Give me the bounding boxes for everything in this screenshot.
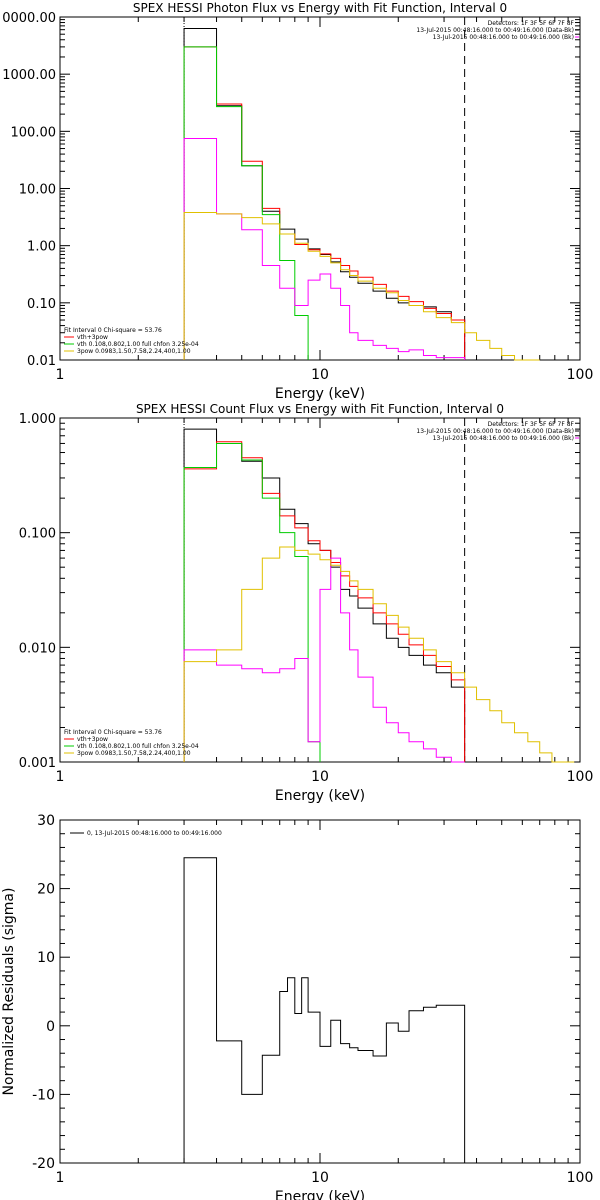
series-3 [183, 442, 321, 762]
x-tick-label: 10 [311, 769, 329, 785]
y-tick-label: 100.00 [11, 125, 57, 140]
x-tick-label: 1 [56, 1170, 65, 1186]
legend-bottom-left-text: vth+3pow [77, 736, 108, 743]
series-2 [183, 46, 466, 360]
legend-top-right-text: 13-Jul-2015 00:48:16.000 to 00:49:16.000… [433, 34, 574, 41]
series-5 [183, 212, 540, 361]
y-tick-label: 0.01 [27, 354, 56, 369]
x-axis-label: Energy (keV) [275, 788, 365, 804]
legend-top-right-text: 13-Jul-2015 00:48:16.000 to 00:49:16.000… [416, 27, 574, 34]
series-1 [183, 857, 466, 1163]
y-tick-label: 0.001 [19, 756, 56, 771]
x-tick-label: 10 [311, 367, 329, 383]
y-tick-label: 0.010 [19, 641, 56, 656]
legend-bottom-left-text: vth 0.108,0.802,1.00 full chfon 3.25e-04 [77, 341, 199, 348]
legend-bottom-left-text: Fit Interval 0 Chi-square = 53.76 [64, 729, 162, 736]
legend-bottom-left-text: 3pow 0.0983,1.50,7.58,2.24,400,1.00 [77, 750, 191, 757]
y-tick-label: 1000.00 [2, 68, 56, 83]
legend-top-right-text: Detectors: 1F 3F 5F 6F 7F 8F [488, 421, 575, 428]
x-axis-label: Energy (keV) [275, 1189, 365, 1200]
y-tick-label: 20 [37, 882, 55, 898]
y-tick-label: 0000.00 [2, 11, 56, 26]
series-1 [183, 428, 466, 762]
y-tick-label: 1.00 [27, 240, 56, 255]
series-3 [183, 46, 309, 360]
x-axis-label: Energy (keV) [275, 386, 365, 402]
y-tick-label: 30 [37, 813, 55, 829]
chart-title: SPEX HESSI Count Flux vs Energy with Fit… [136, 402, 504, 416]
series-2 [183, 441, 466, 762]
legend-top-right-text: 13-Jul-2015 00:48:16.000 to 00:49:16.000… [416, 428, 574, 435]
series-4 [183, 557, 465, 763]
plot-frame [59, 819, 581, 1164]
legend-bottom-left-text: vth+3pow [77, 334, 108, 341]
x-tick-label: 100 [567, 367, 594, 383]
x-tick-label: 100 [567, 769, 594, 785]
y-tick-label: -20 [32, 1156, 55, 1172]
plot-frame [59, 16, 581, 361]
legend-bottom-left-text: 3pow 0.0983,1.50,7.58,2.24,400,1.00 [77, 348, 191, 355]
x-tick-label: 1 [56, 367, 65, 383]
y-tick-label: 10 [37, 950, 55, 966]
x-tick-label: 10 [311, 1170, 329, 1186]
legend-bottom-left-text: vth 0.108,0.802,1.00 full chfon 3.25e-04 [77, 743, 199, 750]
x-tick-label: 1 [56, 769, 65, 785]
y-tick-label: 0 [46, 1019, 55, 1035]
legend-text: 0, 13-Jul-2015 00:48:16.000 to 00:49:16.… [87, 830, 222, 837]
y-tick-label: 1.000 [19, 412, 56, 427]
legend-top-right-text: 13-Jul-2015 00:48:16.000 to 00:49:16.000… [433, 435, 574, 442]
legend-top-right-text: Detectors: 1F 3F 5F 6F 7F 8F [488, 20, 575, 27]
y-tick-label: -10 [32, 1087, 55, 1103]
y-tick-label: 10.00 [19, 183, 56, 198]
x-tick-label: 100 [567, 1170, 594, 1186]
y-tick-label: 0.10 [27, 297, 56, 312]
series-4 [183, 137, 466, 360]
series-5 [183, 546, 575, 763]
legend-bottom-left-text: Fit Interval 0 Chi-square = 53.76 [64, 327, 162, 334]
y-tick-label: 0.100 [19, 527, 56, 542]
chart-title: SPEX HESSI Photon Flux vs Energy with Fi… [133, 1, 507, 15]
series-1 [183, 27, 466, 360]
y-axis-label: Normalized Residuals (sigma) [1, 888, 17, 1096]
